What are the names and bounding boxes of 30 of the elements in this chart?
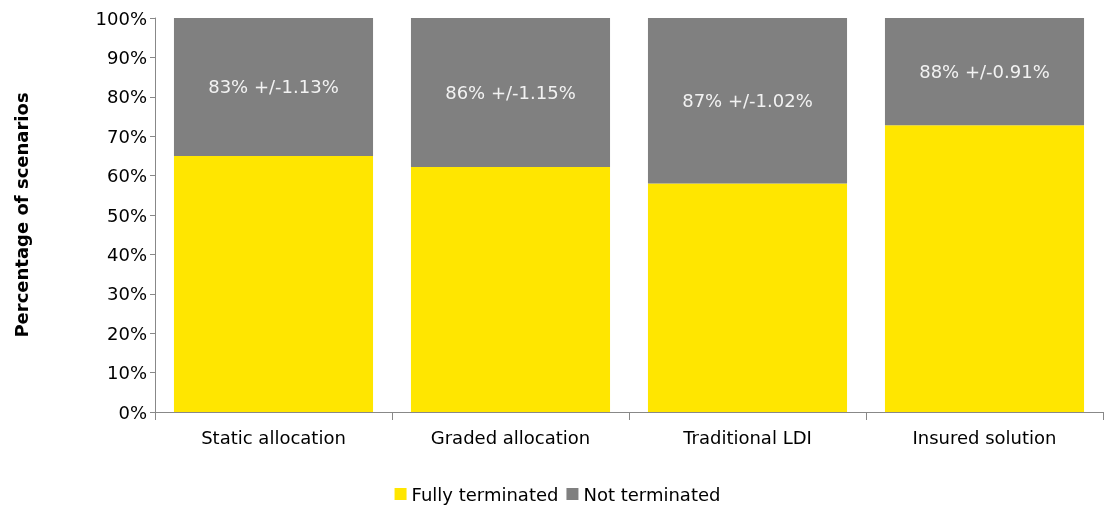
y-tick-label: 100% xyxy=(95,7,147,29)
x-tick-label: Static allocation xyxy=(201,426,346,448)
x-tick-label: Traditional LDI xyxy=(682,426,812,448)
y-tick-label: 10% xyxy=(106,362,147,384)
y-tick-label: 40% xyxy=(106,243,147,265)
x-tick-label: Insured solution xyxy=(912,426,1057,448)
annotation: 86% +/-1.15% xyxy=(445,81,576,103)
y-tick-label: 50% xyxy=(106,204,147,226)
y-tick-label: 60% xyxy=(106,165,147,187)
y-tick-label: 20% xyxy=(106,322,147,344)
y-tick-label: 0% xyxy=(118,401,147,423)
y-tick-label: 80% xyxy=(106,86,147,108)
bar xyxy=(884,18,1085,126)
bar xyxy=(884,125,1085,412)
annotation: 87% +/-1.02% xyxy=(682,90,813,112)
legend-label: Not terminated xyxy=(583,483,721,505)
bar xyxy=(647,18,848,184)
bar xyxy=(410,166,611,412)
y-tick-label: 30% xyxy=(106,283,147,305)
y-axis-title: Percentage of scenarios xyxy=(10,92,32,338)
y-tick-label: 70% xyxy=(106,125,147,147)
bar xyxy=(647,183,848,412)
y-tick-label: 90% xyxy=(106,46,147,68)
bar xyxy=(410,18,611,167)
annotation: 83% +/-1.13% xyxy=(208,76,339,98)
bar xyxy=(173,18,374,156)
annotation: 88% +/-0.91% xyxy=(919,61,1050,83)
legend-label: Fully terminated xyxy=(411,483,559,505)
x-tick-label: Graded allocation xyxy=(430,426,591,448)
bar xyxy=(173,155,374,412)
